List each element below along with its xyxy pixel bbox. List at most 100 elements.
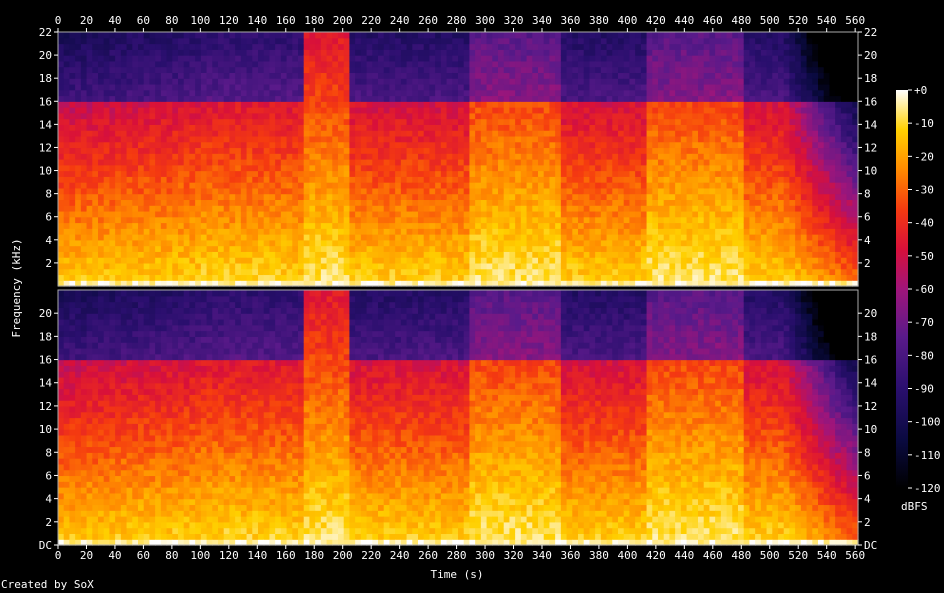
spectrogram-cell bbox=[126, 280, 133, 287]
spectrogram-cell bbox=[618, 274, 625, 281]
spectrogram-cell bbox=[286, 95, 293, 102]
spectrogram-cell bbox=[469, 89, 476, 97]
spectrogram-cell bbox=[692, 72, 699, 79]
spectrogram-cell bbox=[658, 32, 665, 39]
spectrogram-cell bbox=[543, 89, 551, 97]
spectrogram-cell bbox=[258, 182, 265, 189]
spectrogram-cell bbox=[115, 210, 122, 218]
spectrogram-cell bbox=[378, 43, 385, 50]
spectrogram-cell bbox=[86, 153, 93, 160]
spectrogram-cell bbox=[572, 262, 579, 270]
spectrogram-cell bbox=[560, 49, 568, 56]
spectrogram-cell bbox=[583, 135, 591, 143]
spectrogram-cell bbox=[103, 251, 111, 258]
spectrogram-cell bbox=[440, 187, 448, 195]
spectrogram-cell bbox=[555, 118, 562, 125]
spectrogram-cell bbox=[155, 234, 162, 241]
spectrogram-cell bbox=[303, 257, 311, 264]
spectrogram-cell bbox=[349, 66, 356, 74]
spectrogram-cell bbox=[389, 55, 396, 62]
spectrogram-cell bbox=[589, 239, 596, 247]
spectrogram-cell bbox=[92, 135, 99, 143]
spectrogram-cell bbox=[412, 216, 419, 224]
spectrogram-cell bbox=[589, 251, 596, 258]
spectrogram-cell bbox=[372, 32, 379, 39]
spectrogram-cell bbox=[612, 268, 619, 276]
spectrogram-cell bbox=[189, 78, 196, 85]
spectrogram-cell bbox=[526, 83, 533, 91]
spectrogram-cell bbox=[303, 49, 311, 56]
spectrogram-cell bbox=[372, 135, 379, 143]
spectrogram-cell bbox=[600, 141, 608, 149]
spectrogram-cell bbox=[543, 118, 551, 125]
spectrogram-cell bbox=[406, 159, 413, 166]
spectrogram-cell bbox=[275, 101, 282, 108]
spectrogram-cell bbox=[526, 124, 533, 131]
spectrogram-cell bbox=[520, 268, 528, 276]
spectrogram-cell bbox=[160, 199, 168, 206]
spectrogram-cell bbox=[400, 216, 408, 224]
spectrogram-cell bbox=[532, 89, 539, 97]
spectrogram-cell bbox=[635, 32, 642, 39]
spectrogram-cell bbox=[75, 153, 82, 160]
spectrogram-cell bbox=[406, 130, 413, 137]
spectrogram-cell bbox=[138, 234, 145, 241]
spectrogram-cell bbox=[458, 187, 465, 195]
spectrogram-cell bbox=[155, 182, 162, 189]
spectrogram-cell bbox=[63, 66, 71, 74]
spectrogram-cell bbox=[172, 251, 179, 258]
spectrogram-cell bbox=[526, 153, 533, 160]
spectrogram-cell bbox=[218, 135, 225, 143]
spectrogram-cell bbox=[366, 210, 373, 218]
spectrogram-cell bbox=[515, 193, 522, 201]
spectrogram-cell bbox=[309, 32, 316, 39]
spectrogram-cell bbox=[429, 205, 436, 212]
spectrogram-cell bbox=[143, 176, 151, 183]
spectrogram-cell bbox=[366, 49, 373, 56]
spectrogram-cell bbox=[698, 228, 705, 235]
spectrogram-cell bbox=[520, 280, 528, 287]
spectrogram-cell bbox=[355, 66, 362, 74]
spectrogram-cell bbox=[389, 153, 396, 160]
spectrogram-cell bbox=[675, 205, 682, 212]
spectrogram-cell bbox=[372, 228, 379, 235]
spectrogram-cell bbox=[240, 107, 248, 114]
spectrogram-cell bbox=[212, 147, 219, 154]
spectrogram-cell bbox=[223, 205, 231, 212]
spectrogram-cell bbox=[263, 176, 271, 183]
spectrogram-cell bbox=[515, 251, 522, 258]
spectrogram-cell bbox=[166, 95, 173, 102]
spectrogram-cell bbox=[138, 199, 145, 206]
spectrogram-cell bbox=[63, 170, 71, 177]
spectrogram-cell bbox=[355, 55, 362, 62]
spectrogram-cell bbox=[549, 193, 556, 201]
spectrogram-cell bbox=[549, 239, 556, 247]
spectrogram-cell bbox=[658, 274, 665, 281]
spectrogram-cell bbox=[589, 176, 596, 183]
spectrogram-cell bbox=[63, 187, 71, 195]
spectrogram-cell bbox=[332, 274, 339, 281]
spectrogram-cell bbox=[572, 187, 579, 195]
spectrogram-cell bbox=[400, 112, 408, 120]
spectrogram-cell bbox=[115, 228, 122, 235]
spectrogram-cell bbox=[703, 159, 711, 166]
spectrogram-cell bbox=[446, 95, 453, 102]
spectrogram-cell bbox=[446, 239, 453, 247]
spectrogram-cell bbox=[646, 135, 653, 143]
spectrogram-cell bbox=[269, 216, 276, 224]
spectrogram-cell bbox=[498, 239, 505, 247]
spectrogram-cell bbox=[406, 95, 413, 102]
spectrogram-cell bbox=[132, 107, 139, 114]
spectrogram-cell bbox=[475, 37, 482, 45]
spectrogram-cell bbox=[440, 268, 448, 276]
spectrogram-cell bbox=[566, 228, 573, 235]
spectrogram-cell bbox=[475, 245, 482, 252]
spectrogram-cell bbox=[515, 222, 522, 229]
spectrogram-cell bbox=[515, 199, 522, 206]
spectrogram-cell bbox=[498, 193, 505, 201]
spectrogram-cell bbox=[75, 78, 82, 85]
spectrogram-cell bbox=[63, 262, 71, 270]
spectrogram-cell bbox=[520, 251, 528, 258]
spectrogram-cell bbox=[675, 43, 682, 50]
spectrogram-cell bbox=[252, 43, 259, 50]
